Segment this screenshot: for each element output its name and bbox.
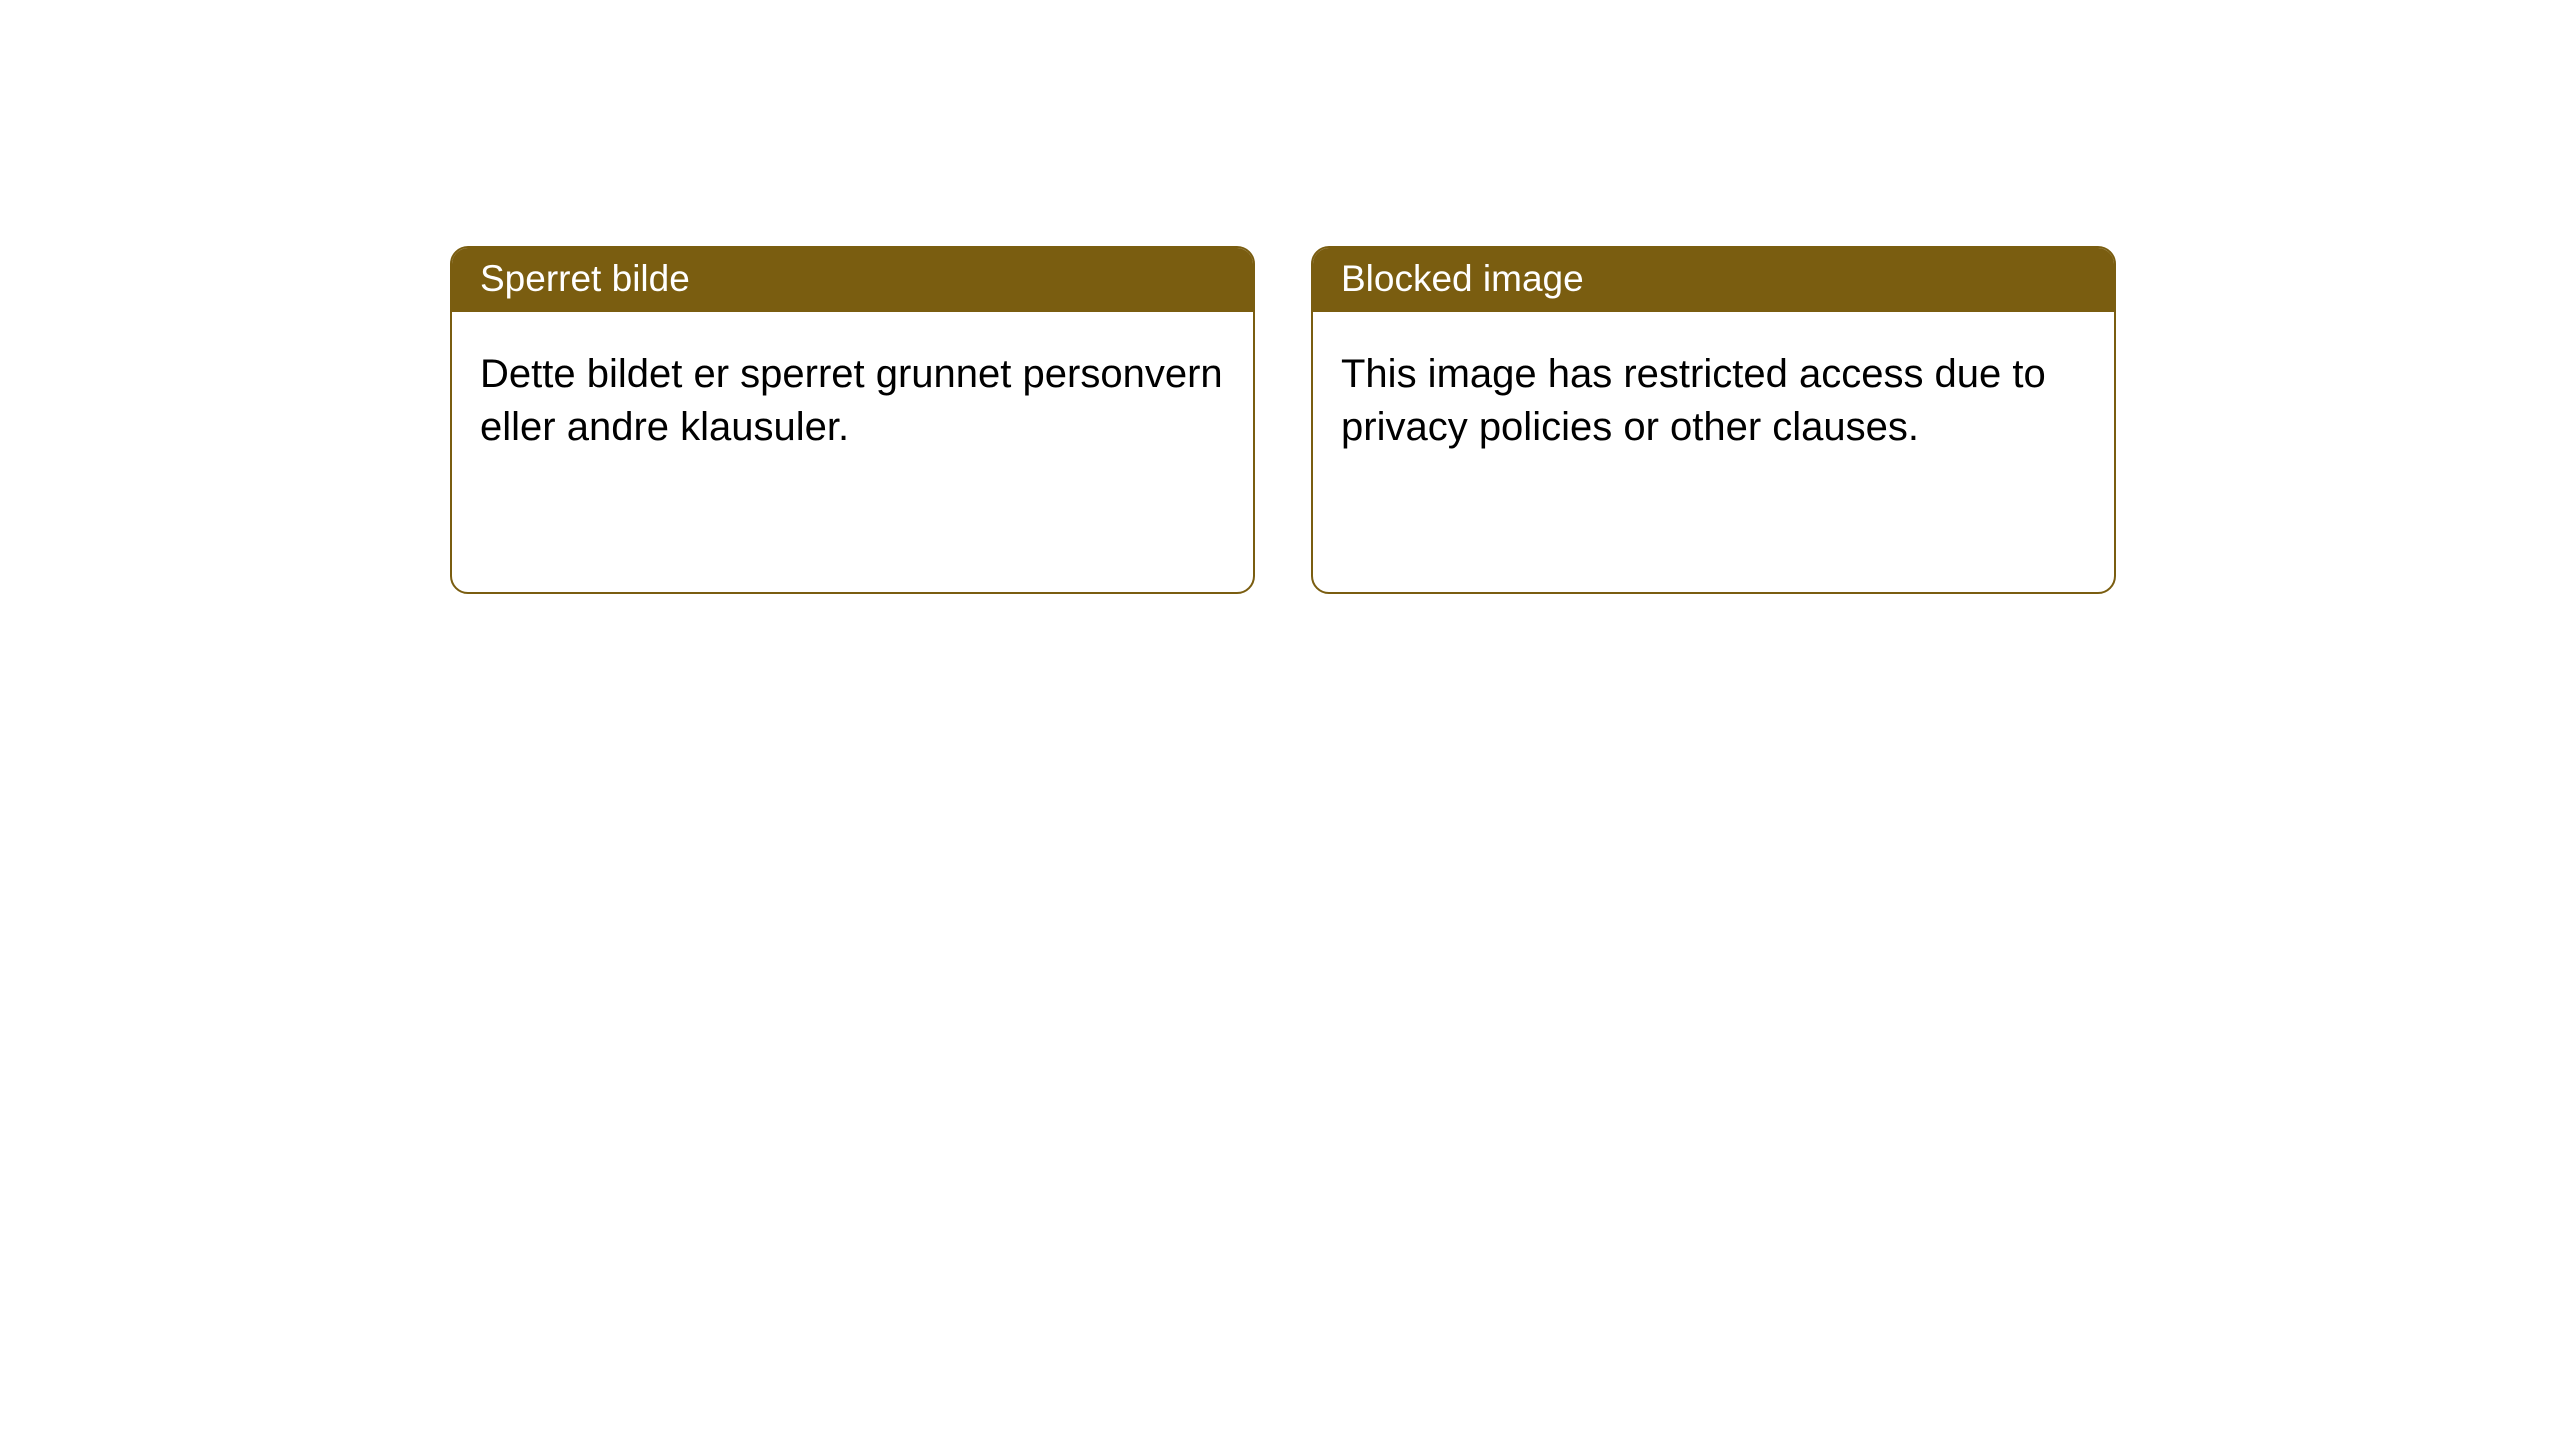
notice-card-title: Blocked image (1313, 248, 2114, 312)
notice-card-body: Dette bildet er sperret grunnet personve… (452, 312, 1253, 592)
notice-card-title: Sperret bilde (452, 248, 1253, 312)
notice-cards-container: Sperret bilde Dette bildet er sperret gr… (450, 246, 2116, 594)
notice-card-norwegian: Sperret bilde Dette bildet er sperret gr… (450, 246, 1255, 594)
notice-card-body: This image has restricted access due to … (1313, 312, 2114, 592)
notice-card-english: Blocked image This image has restricted … (1311, 246, 2116, 594)
